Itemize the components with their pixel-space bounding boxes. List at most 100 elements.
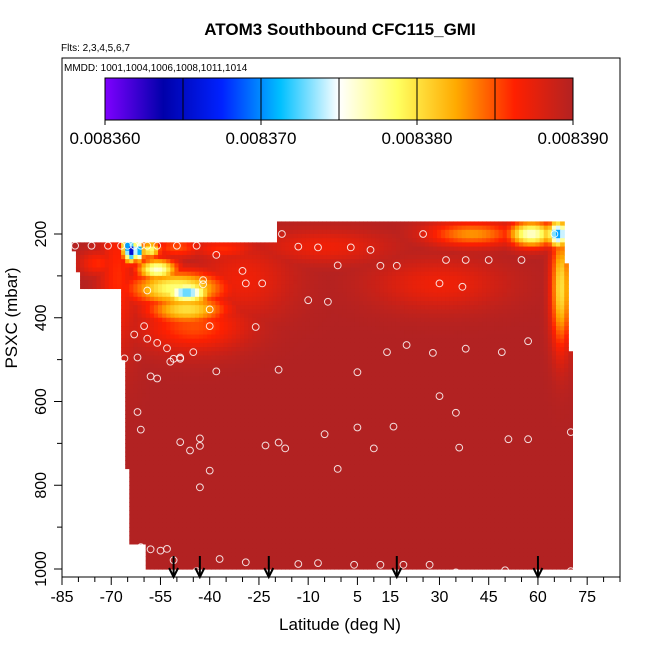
heatmap-cell	[330, 397, 336, 403]
heatmap-cell	[223, 368, 229, 373]
heatmap-cell	[482, 259, 487, 264]
heatmap-cell	[473, 250, 479, 256]
heatmap-cell	[359, 376, 364, 382]
heatmap-cell	[363, 284, 368, 290]
heatmap-cell	[354, 246, 360, 252]
heatmap-cell	[367, 271, 372, 277]
heatmap-cell	[285, 250, 290, 256]
heatmap-cell	[240, 242, 245, 248]
heatmap-cell	[252, 280, 258, 285]
heatmap-cell	[178, 401, 184, 407]
heatmap-cell	[400, 409, 405, 415]
heatmap-cell	[231, 296, 237, 302]
heatmap-cell	[502, 384, 508, 390]
heatmap-cell	[215, 368, 221, 373]
heatmap-cell	[502, 229, 508, 235]
heatmap-cell	[268, 330, 274, 336]
heatmap-cell	[186, 271, 192, 277]
heatmap-cell	[293, 280, 299, 285]
heatmap-cell	[383, 313, 389, 319]
heatmap-cell	[182, 284, 188, 290]
heatmap-cell	[514, 309, 520, 315]
heatmap-cell	[235, 368, 241, 373]
heatmap-cell	[437, 380, 442, 386]
heatmap-cell	[240, 372, 245, 377]
heatmap-cell	[133, 342, 139, 348]
heatmap-cell	[322, 376, 327, 382]
heatmap-cell	[252, 418, 258, 424]
heatmap-cell	[354, 271, 360, 277]
heatmap-cell	[182, 280, 188, 285]
heatmap-cell	[178, 317, 184, 323]
heatmap-cell	[551, 384, 557, 390]
heatmap-cell	[227, 317, 233, 323]
heatmap-cell	[346, 296, 352, 302]
heatmap-cell	[449, 368, 455, 373]
heatmap-cell	[457, 225, 463, 231]
heatmap-cell	[129, 342, 134, 348]
heatmap-cell	[490, 347, 496, 352]
heatmap-cell	[190, 280, 196, 285]
heatmap-cell	[354, 234, 360, 239]
heatmap-cell	[412, 355, 418, 361]
heatmap-cell	[252, 263, 258, 269]
heatmap-cell	[121, 317, 126, 323]
heatmap-cell	[449, 254, 455, 260]
heatmap-cell	[502, 242, 508, 248]
heatmap-cell	[482, 342, 487, 348]
heatmap-cell	[437, 342, 442, 348]
heatmap-cell	[551, 368, 557, 373]
heatmap-cell	[527, 296, 532, 302]
heatmap-cell	[469, 263, 475, 269]
heatmap-cell	[350, 342, 356, 348]
heatmap-cell	[219, 355, 225, 361]
heatmap-cell	[301, 292, 307, 298]
heatmap-cell	[412, 250, 418, 256]
heatmap-cell	[318, 267, 323, 273]
heatmap-cell	[449, 317, 455, 323]
heatmap-cell	[244, 330, 249, 336]
heatmap-cell	[371, 355, 377, 361]
heatmap-cell	[293, 405, 299, 411]
heatmap-cell	[162, 301, 167, 306]
heatmap-cell	[461, 313, 467, 319]
heatmap-cell	[555, 393, 561, 398]
heatmap-cell	[272, 288, 278, 294]
heatmap-cell	[555, 342, 561, 348]
heatmap-cell	[170, 418, 176, 424]
heatmap-cell	[186, 372, 192, 377]
heatmap-cell	[301, 372, 307, 377]
heatmap-cell	[293, 359, 299, 365]
heatmap-cell	[276, 355, 282, 361]
heatmap-cell	[412, 225, 418, 231]
heatmap-cell	[510, 376, 516, 382]
heatmap-cell	[437, 309, 442, 315]
heatmap-cell	[141, 384, 147, 390]
heatmap-cell	[383, 338, 389, 344]
heatmap-cell	[153, 409, 159, 415]
heatmap-cell	[240, 376, 245, 382]
heatmap-cell	[395, 280, 401, 285]
heatmap-cell	[494, 267, 500, 273]
heatmap-cell	[322, 414, 327, 419]
heatmap-cell	[342, 313, 348, 319]
heatmap-cell	[428, 409, 434, 415]
heatmap-cell	[519, 246, 524, 252]
heatmap-cell	[174, 376, 180, 382]
heatmap-cell	[170, 259, 176, 264]
heatmap-cell	[309, 414, 315, 419]
heatmap-cell	[547, 238, 553, 243]
heatmap-cell	[133, 401, 139, 407]
heatmap-cell	[334, 296, 340, 302]
heatmap-cell	[535, 368, 541, 373]
heatmap-cell	[437, 292, 442, 298]
heatmap-cell	[494, 401, 500, 407]
heatmap-cell	[203, 414, 208, 419]
heatmap-cell	[523, 368, 528, 373]
heatmap-cell	[125, 301, 130, 306]
heatmap-cell	[363, 280, 368, 285]
heatmap-cell	[539, 384, 545, 390]
heatmap-cell	[326, 238, 331, 243]
heatmap-cell	[133, 284, 139, 290]
heatmap-cell	[375, 401, 381, 407]
